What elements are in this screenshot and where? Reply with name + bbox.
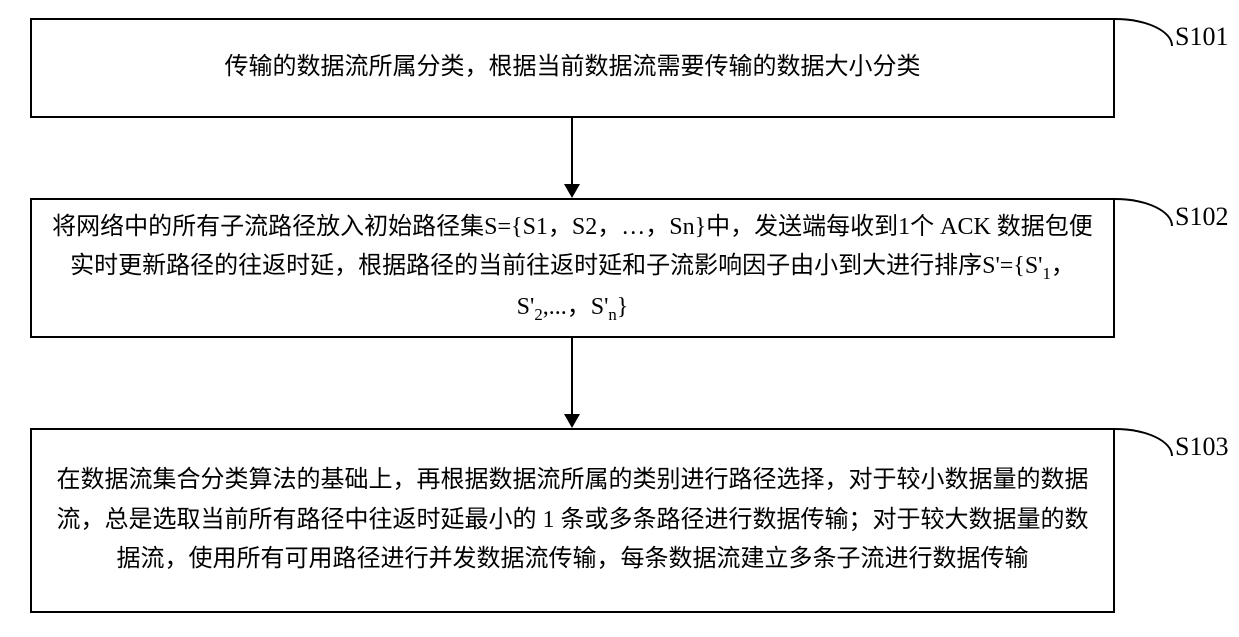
step-text-s103: 在数据流集合分类算法的基础上，再根据数据流所属的类别进行路径选择，对于较小数据量… bbox=[52, 461, 1093, 580]
step-label-s103: S103 bbox=[1175, 432, 1228, 462]
label-connector-s101 bbox=[1115, 18, 1173, 46]
arrow-s102-s103 bbox=[571, 338, 573, 414]
step-box-s103: 在数据流集合分类算法的基础上，再根据数据流所属的类别进行路径选择，对于较小数据量… bbox=[30, 428, 1115, 613]
arrow-head-s101-s102 bbox=[564, 184, 580, 198]
step-label-s102: S102 bbox=[1175, 202, 1228, 232]
step-text-s102: 将网络中的所有子流路径放入初始路径集S={S1，S2，…，Sn}中，发送端每收到… bbox=[52, 208, 1093, 329]
arrow-s101-s102 bbox=[571, 118, 573, 184]
arrow-head-s102-s103 bbox=[564, 414, 580, 428]
step-box-s102: 将网络中的所有子流路径放入初始路径集S={S1，S2，…，Sn}中，发送端每收到… bbox=[30, 198, 1115, 338]
label-connector-s102 bbox=[1115, 198, 1173, 226]
step-text-s101: 传输的数据流所属分类，根据当前数据流需要传输的数据大小分类 bbox=[225, 48, 921, 88]
label-connector-s103 bbox=[1115, 428, 1173, 456]
step-box-s101: 传输的数据流所属分类，根据当前数据流需要传输的数据大小分类 bbox=[30, 18, 1115, 118]
step-label-s101: S101 bbox=[1175, 22, 1228, 52]
